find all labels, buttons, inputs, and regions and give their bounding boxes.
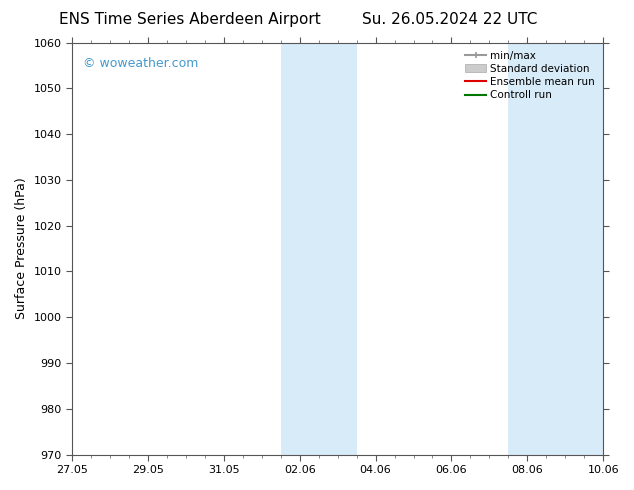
Bar [281, 43, 319, 455]
Bar [547, 43, 603, 455]
Text: ENS Time Series Aberdeen Airport: ENS Time Series Aberdeen Airport [60, 12, 321, 27]
Text: © woweather.com: © woweather.com [82, 57, 198, 70]
Text: Su. 26.05.2024 22 UTC: Su. 26.05.2024 22 UTC [363, 12, 538, 27]
Bar [508, 43, 547, 455]
Bar [319, 43, 356, 455]
Y-axis label: Surface Pressure (hPa): Surface Pressure (hPa) [15, 178, 28, 319]
Legend: min/max, Standard deviation, Ensemble mean run, Controll run: min/max, Standard deviation, Ensemble me… [462, 48, 598, 103]
